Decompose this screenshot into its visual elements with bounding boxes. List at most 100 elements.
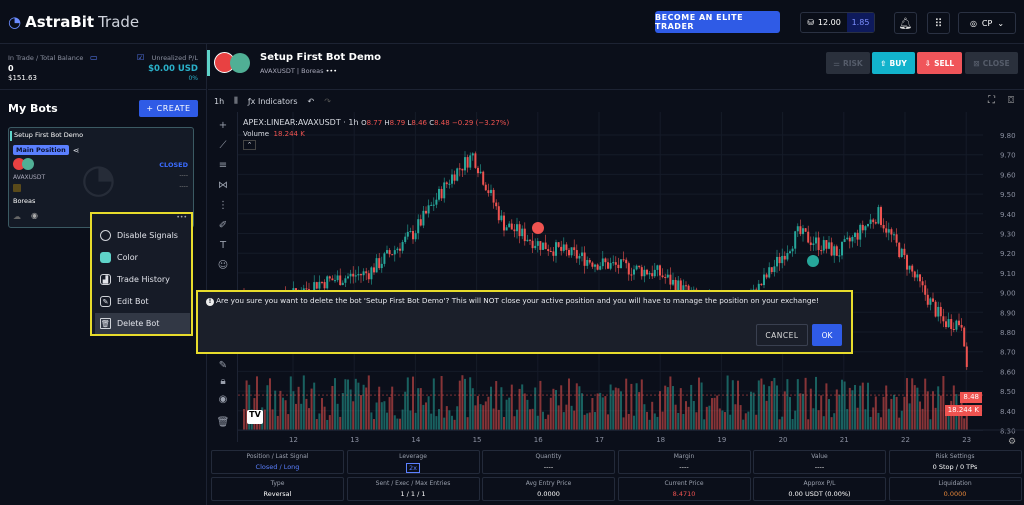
candle xyxy=(565,244,568,250)
visibility-icon[interactable]: ◉ xyxy=(218,394,228,405)
candle xyxy=(490,189,492,194)
sell-button[interactable]: ⇩ SELL xyxy=(917,52,962,74)
volume-bar xyxy=(643,404,646,430)
fib-icon[interactable]: ⋮ xyxy=(218,200,228,211)
ok-button[interactable]: OK xyxy=(812,324,842,346)
candle xyxy=(555,242,557,256)
crosshair-icon[interactable]: + xyxy=(218,120,228,131)
fullscreen-icon[interactable]: ⛶ xyxy=(988,95,995,106)
volume-bar xyxy=(570,405,573,430)
sell-signal-marker[interactable] xyxy=(532,222,544,234)
menu-item-disable-signals[interactable]: Disable Signals xyxy=(95,225,190,246)
candle xyxy=(763,274,765,286)
volume-bar xyxy=(755,414,758,430)
volume-bar xyxy=(653,413,656,430)
volume-bar xyxy=(770,381,773,430)
create-bot-button[interactable]: + CREATE xyxy=(139,100,198,117)
emoji-icon[interactable]: ☺ xyxy=(217,260,229,271)
volume-bar xyxy=(531,408,534,430)
magnet-icon[interactable]: ✎ xyxy=(218,360,228,371)
stat-value: ---- xyxy=(543,463,554,471)
risk-button[interactable]: ⚌ RISK xyxy=(826,52,870,74)
volume-bar xyxy=(666,387,669,430)
bot-card[interactable]: Setup First Bot Demo Main Position ⋖ CLOS… xyxy=(8,127,194,228)
volume-bar xyxy=(414,412,417,430)
share-icon[interactable]: ⋖ xyxy=(72,145,80,155)
pattern-icon[interactable]: ⋈ xyxy=(218,180,228,191)
trendline-icon[interactable]: ⟋ xyxy=(219,140,227,151)
volume-bar xyxy=(435,416,438,430)
brand-logo[interactable]: ◔ AstraBit Trade xyxy=(8,13,140,31)
candle xyxy=(947,319,950,328)
redo-icon[interactable]: ↷ xyxy=(324,96,331,106)
volume-bar xyxy=(560,385,563,430)
tradingview-logo[interactable]: TV xyxy=(247,410,263,424)
indicators-button[interactable]: ƒx Indicators xyxy=(247,96,298,106)
volume-bar xyxy=(282,397,284,430)
undo-icon[interactable]: ↶ xyxy=(307,96,315,106)
buy-signal-marker[interactable] xyxy=(807,255,819,267)
time-tick: 15 xyxy=(473,436,482,444)
user-menu[interactable]: ◎ CP ⌄ xyxy=(958,12,1016,34)
volume-bar xyxy=(620,391,622,430)
trash-icon[interactable]: 🗑︎ xyxy=(216,417,230,428)
credits-widget[interactable]: ⛁ 12.00 1.85 xyxy=(800,12,875,33)
buy-button[interactable]: ⇧ BUY xyxy=(872,52,915,74)
edit-icon[interactable]: ☑ xyxy=(137,53,145,62)
volume-bar xyxy=(412,376,414,430)
volume-bar xyxy=(783,391,786,430)
volume-bar xyxy=(534,387,537,430)
bot-subtitle: AVAXUSDT | Boreas ••• xyxy=(260,67,338,75)
notifications-bell-icon[interactable]: 🔔︎ xyxy=(894,12,917,34)
cancel-button[interactable]: CANCEL xyxy=(756,324,808,346)
candle xyxy=(586,259,589,266)
candle xyxy=(625,259,628,264)
candle xyxy=(373,267,375,273)
wallet-icon[interactable]: ▭ xyxy=(90,53,98,62)
lock-icon[interactable]: 🔒︎ xyxy=(220,376,226,387)
collapse-legend-icon[interactable]: ⌃ xyxy=(243,140,256,150)
more-icon[interactable]: ••• xyxy=(325,67,338,75)
volume-bar xyxy=(887,408,890,430)
menu-item-delete-bot[interactable]: 🗑︎ Delete Bot xyxy=(95,313,190,334)
settings-gear-icon[interactable]: ⚙ xyxy=(1008,437,1017,447)
interval-selector[interactable]: 1h xyxy=(214,96,225,106)
candle xyxy=(513,229,516,232)
camera-icon[interactable]: ⌼ xyxy=(1008,95,1014,106)
candle-type-icon[interactable]: ⫼ xyxy=(234,96,238,105)
horizontal-lines-icon[interactable]: ≡ xyxy=(218,160,228,171)
brush-icon[interactable]: ✐ xyxy=(218,220,228,231)
candle xyxy=(336,275,339,281)
candle xyxy=(635,265,638,270)
trash-icon: 🗑︎ xyxy=(100,318,111,329)
candle xyxy=(526,239,529,242)
candle xyxy=(812,243,815,245)
candle xyxy=(877,207,880,224)
volume-bar xyxy=(365,387,368,430)
volume-bar xyxy=(625,378,628,430)
text-icon[interactable]: T xyxy=(219,240,227,251)
candle xyxy=(542,242,544,250)
stat-label: Quantity xyxy=(535,453,562,460)
candle xyxy=(830,242,833,256)
menu-item-trade-history[interactable]: ▟ Trade History xyxy=(95,269,190,290)
more-options-icon[interactable]: ••• xyxy=(176,214,187,221)
candle xyxy=(851,236,854,242)
price-chart[interactable]: 9.80 9.70 9.60 9.50 9.40 9.30 9.20 9.10 9.00 8.90… xyxy=(238,112,1024,448)
menu-item-edit-bot[interactable]: ✎ Edit Bot xyxy=(95,291,190,312)
menu-item-color[interactable]: Color xyxy=(95,247,190,268)
apps-grid-icon[interactable]: ⠿ xyxy=(927,12,950,34)
elite-trader-button[interactable]: BECOME AN ELITE TRADER xyxy=(655,11,780,33)
volume-bar xyxy=(469,377,472,430)
eye-icon[interactable]: ◉ xyxy=(31,211,38,220)
cloud-icon[interactable]: ☁ xyxy=(13,212,21,221)
candle xyxy=(508,223,511,228)
volume-bar xyxy=(869,416,872,430)
candle xyxy=(503,215,505,231)
volume-bar xyxy=(638,392,641,430)
volume-bar xyxy=(326,419,329,430)
volume-bar xyxy=(601,397,604,430)
close-button[interactable]: ⊠ CLOSE xyxy=(965,52,1018,74)
volume-bar xyxy=(656,416,659,430)
volume-bar xyxy=(357,382,360,430)
